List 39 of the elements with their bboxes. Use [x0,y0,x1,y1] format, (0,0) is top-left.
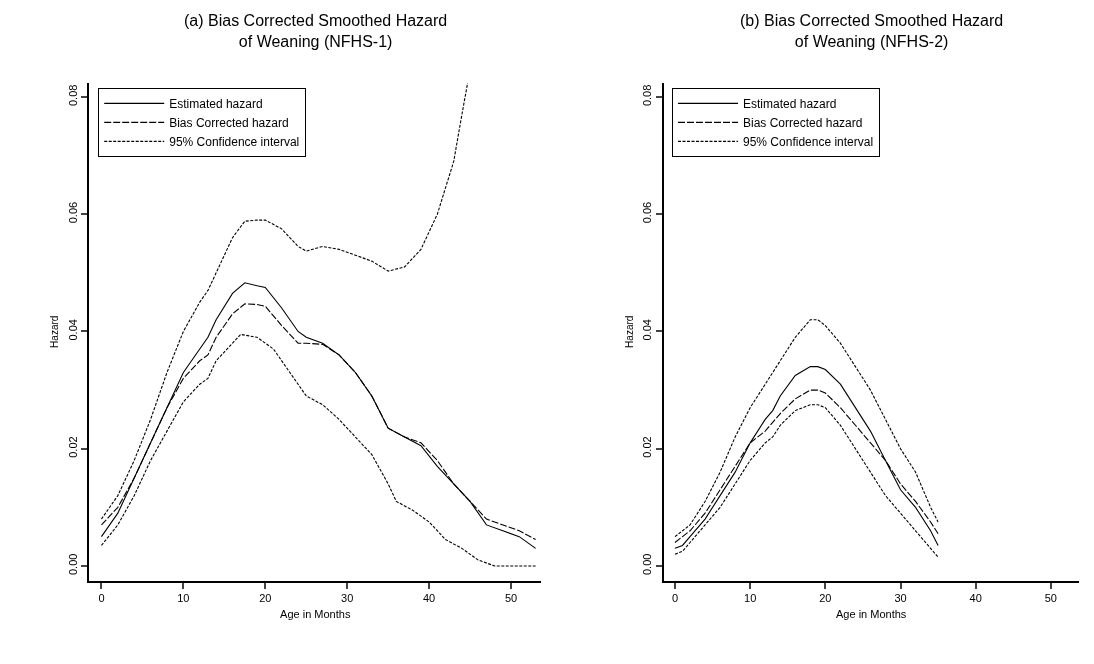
x-tick-label: 30 [894,591,907,604]
x-tick-label: 0 [98,591,105,604]
legend-label: 95% Confidence interval [169,135,300,150]
x-tick-label: 20 [819,591,832,604]
x-tick-label: 40 [423,591,436,604]
y-tick-label: 0.00 [641,553,654,575]
y-tick-label: 0.04 [641,319,654,341]
x-axis-title: Age in Months [280,608,351,621]
chart-title: (b) Bias Corrected Smoothed Hazard of Weaning (NFHS-2) [740,12,1004,50]
line-series [100,333,537,567]
y-tick-label: 0.02 [66,436,79,458]
x-tick-label: 20 [259,591,272,604]
y-tick-label: 0.08 [66,84,79,107]
x-tick-label: 10 [744,591,757,604]
legend-label: Bias Corrected hazard [743,116,863,131]
legend-label: Estimated hazard [169,97,263,112]
y-tick-label: 0.08 [641,84,654,107]
y-tick-label: 0.00 [66,553,79,575]
x-axis-title: Age in Months [836,608,907,621]
legend-label: Bias Corrected hazard [169,116,289,131]
x-tick-label: 30 [341,591,354,604]
line-series [674,404,939,558]
chart-title: (a) Bias Corrected Smoothed Hazard of Weaning (NFHS-1) [184,12,448,50]
y-axis-title: Hazard [49,315,61,348]
x-tick-label: 50 [1044,591,1057,604]
x-tick-label: 0 [671,591,679,604]
y-tick-label: 0.06 [66,201,79,224]
x-tick-label: 50 [504,591,518,604]
y-tick-label: 0.04 [66,319,79,341]
y-tick-label: 0.02 [641,436,654,458]
line-series [674,366,939,549]
x-tick-label: 40 [969,591,982,604]
legend-label: Estimated hazard [743,97,837,112]
line-series [674,319,939,538]
y-tick-label: 0.06 [641,201,654,224]
line-series [100,82,469,520]
y-axis-title: Hazard [623,315,635,348]
x-tick-label: 10 [177,591,190,604]
legend-label: 95% Confidence interval [743,135,874,150]
